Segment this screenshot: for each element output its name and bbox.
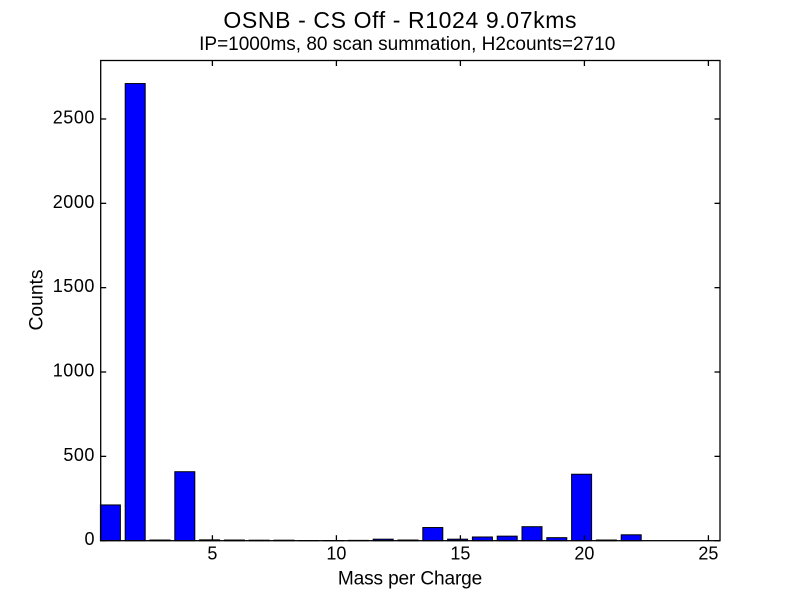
svg-text:Counts: Counts — [27, 269, 48, 330]
svg-text:IP=1000ms, 80 scan summation,: IP=1000ms, 80 scan summation, H2counts=2… — [199, 34, 615, 55]
svg-text:2500: 2500 — [53, 107, 95, 127]
svg-text:20: 20 — [574, 544, 594, 564]
svg-text:0: 0 — [84, 529, 95, 549]
svg-text:500: 500 — [63, 445, 95, 465]
svg-text:5: 5 — [207, 544, 217, 564]
svg-text:OSNB - CS Off - R1024 9.07kms: OSNB - CS Off - R1024 9.07kms — [223, 7, 577, 33]
svg-text:1500: 1500 — [53, 276, 95, 296]
svg-text:15: 15 — [450, 544, 470, 564]
svg-text:2000: 2000 — [53, 192, 95, 212]
svg-text:Mass per Charge: Mass per Charge — [338, 568, 482, 589]
svg-text:25: 25 — [698, 544, 718, 564]
svg-text:1000: 1000 — [53, 361, 95, 381]
svg-text:10: 10 — [326, 544, 346, 564]
